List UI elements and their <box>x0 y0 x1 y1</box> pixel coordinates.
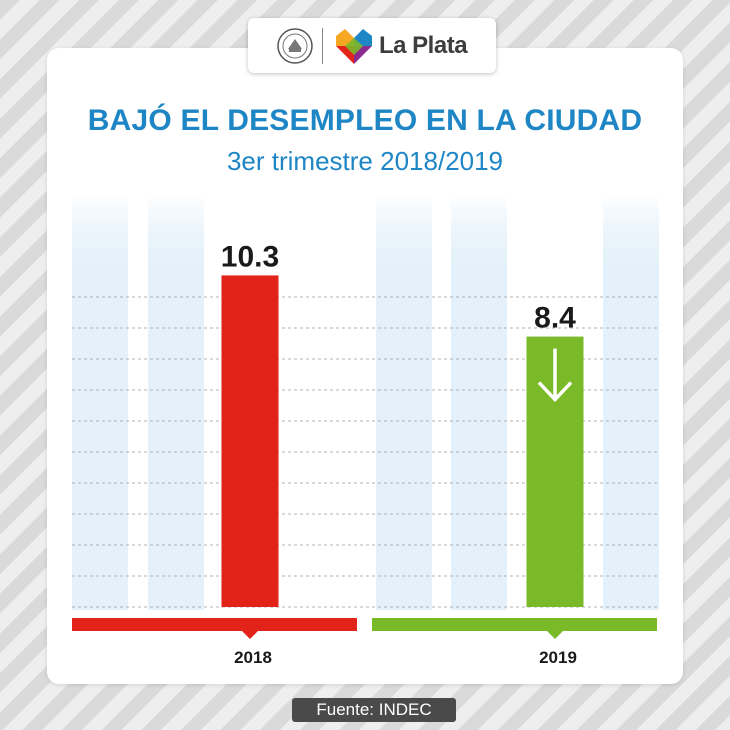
background-column <box>451 195 507 610</box>
municipal-seal-icon <box>277 28 313 64</box>
value-label-2019: 8.4 <box>534 302 576 335</box>
background-column <box>72 195 128 610</box>
background-column <box>603 195 659 610</box>
band-pointer-2019 <box>547 631 563 639</box>
chart-subtitle: 3er trimestre 2018/2019 <box>226 146 504 176</box>
baseline-band-2018 <box>72 618 357 631</box>
multicolor-heart-icon <box>336 29 372 64</box>
down-arrow-icon <box>537 348 573 403</box>
chart-title: BAJÓ EL DESEMPLEO EN LA CIUDAD <box>87 104 643 137</box>
category-label-2018: 2018 <box>234 648 272 667</box>
band-pointer-2018 <box>242 631 258 639</box>
logo-header: La Plata <box>248 18 496 73</box>
bar-2018 <box>221 275 279 607</box>
category-label-2019: 2019 <box>539 648 577 667</box>
logo-divider <box>322 28 323 64</box>
value-label-2018: 10.3 <box>221 240 279 273</box>
background-column <box>376 195 432 610</box>
baseline-band-2019 <box>372 618 657 631</box>
background-column <box>148 195 204 610</box>
brand-name: La Plata <box>379 32 468 59</box>
source-label: Fuente: INDEC <box>292 698 456 722</box>
down-arrow-head <box>537 381 573 403</box>
